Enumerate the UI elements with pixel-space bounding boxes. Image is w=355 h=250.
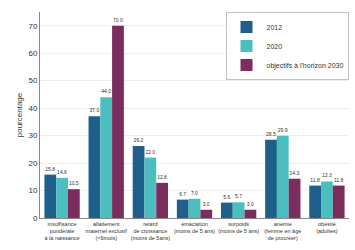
svg-text:70: 70: [28, 22, 37, 31]
svg-text:surpoids(moins de 5 ans): surpoids(moins de 5 ans): [218, 221, 259, 234]
svg-text:objectifs à l'horizon 2030: objectifs à l'horizon 2030: [267, 62, 344, 70]
svg-text:50: 50: [28, 76, 37, 85]
svg-text:pourcentage: pourcentage: [15, 92, 24, 137]
svg-text:retardde croissance(moins de 5: retardde croissance(moins de 5ans): [131, 221, 171, 241]
svg-text:10.5: 10.5: [69, 180, 79, 186]
svg-text:37.0: 37.0: [89, 107, 99, 113]
svg-text:2020: 2020: [267, 43, 283, 50]
svg-text:12.8: 12.8: [157, 174, 167, 180]
svg-text:26.2: 26.2: [134, 137, 144, 143]
svg-text:3.0: 3.0: [247, 201, 254, 207]
svg-text:22.0: 22.0: [145, 149, 155, 155]
svg-text:60: 60: [28, 49, 37, 58]
svg-text:émaciation(moins de 5 ans): émaciation(moins de 5 ans): [174, 221, 215, 234]
svg-text:29.9: 29.9: [278, 127, 288, 133]
svg-text:11.8: 11.8: [310, 177, 320, 183]
svg-text:28.5: 28.5: [266, 131, 276, 137]
svg-text:20: 20: [28, 159, 37, 168]
svg-text:40: 40: [28, 104, 37, 113]
svg-text:14.6: 14.6: [57, 169, 67, 175]
svg-text:10: 10: [28, 186, 37, 195]
svg-text:13.3: 13.3: [322, 172, 332, 178]
svg-text:3.0: 3.0: [203, 201, 210, 207]
svg-text:44.0: 44.0: [101, 88, 111, 94]
svg-text:70.0: 70.0: [113, 17, 123, 23]
svg-text:14.3: 14.3: [290, 170, 300, 176]
svg-text:allaitementmaternel exclusif(<: allaitementmaternel exclusif(<6mois): [86, 221, 128, 241]
svg-text:5.7: 5.7: [235, 193, 242, 199]
svg-text:5.6: 5.6: [223, 194, 230, 200]
svg-text:2012: 2012: [267, 24, 283, 31]
svg-text:7.0: 7.0: [191, 190, 198, 196]
svg-text:15.8: 15.8: [45, 166, 55, 172]
svg-text:11.8: 11.8: [334, 177, 344, 183]
svg-text:30: 30: [28, 131, 37, 140]
svg-text:anémie(femme en âgede procréer: anémie(femme en âgede procréer): [264, 221, 301, 241]
svg-text:6.7: 6.7: [179, 191, 186, 197]
svg-text:obésité(adultes): obésité(adultes): [316, 221, 338, 234]
svg-text:insuffisancepondéraleà la nais: insuffisancepondéraleà la naissance: [44, 221, 79, 241]
svg-text:0: 0: [33, 214, 38, 223]
